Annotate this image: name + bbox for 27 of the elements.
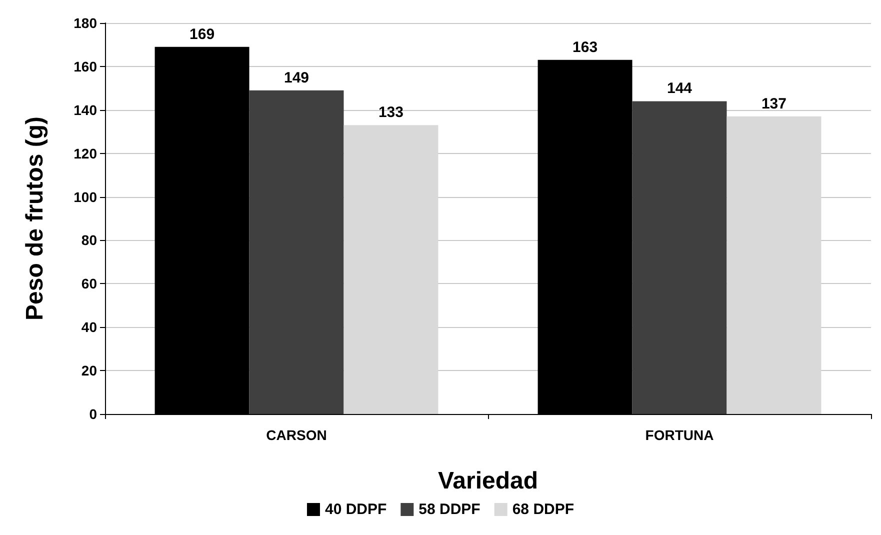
data-label: 149 — [284, 69, 310, 86]
y-tick-label: 100 — [74, 188, 98, 205]
legend-label: 58 DDPF — [418, 501, 480, 518]
data-label: 133 — [378, 104, 404, 122]
data-label: 169 — [190, 26, 215, 43]
bar — [632, 101, 727, 414]
y-tick-label: 80 — [81, 232, 98, 248]
y-axis-title: Peso de frutos (g) — [22, 116, 48, 321]
y-tick-label: 140 — [74, 102, 98, 118]
bar — [249, 90, 344, 414]
y-tick-label: 160 — [74, 58, 98, 74]
bar — [726, 116, 822, 414]
y-tick-label: 40 — [81, 319, 98, 336]
x-tick-label: FORTUNA — [645, 427, 714, 443]
y-tick-label: 180 — [74, 15, 98, 31]
x-axis-title: Variedad — [438, 468, 538, 494]
x-tick-label: CARSON — [266, 427, 327, 443]
data-label: 163 — [572, 38, 598, 56]
y-tick-label: 0 — [89, 406, 98, 422]
y-tick-label: 60 — [81, 276, 98, 292]
y-tick-label: 20 — [81, 362, 98, 379]
y-tick-label: 120 — [74, 145, 98, 162]
data-label: 144 — [666, 80, 693, 98]
legend-label: 68 DDPF — [512, 501, 574, 518]
legend-label: 40 DDPF — [324, 501, 387, 518]
data-label: 137 — [761, 95, 786, 112]
bar — [344, 125, 438, 414]
